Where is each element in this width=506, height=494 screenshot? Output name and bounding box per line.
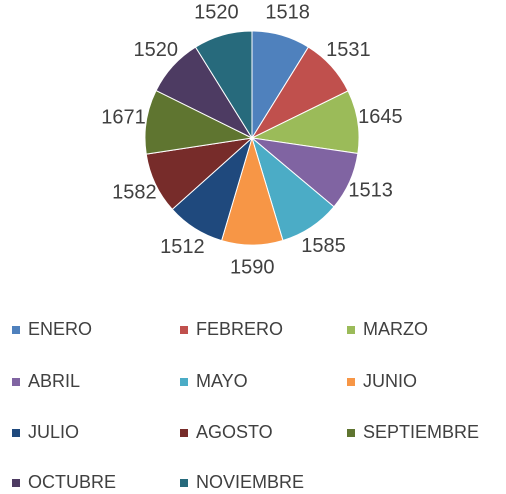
data-label: 1520 [134, 39, 179, 61]
legend-label: ABRIL [28, 371, 80, 391]
legend-label: ENERO [28, 319, 92, 339]
legend-swatch [180, 429, 188, 437]
legend-label: OCTUBRE [28, 472, 116, 492]
data-label: 1590 [230, 256, 275, 278]
legend-label: JUNIO [363, 371, 417, 391]
data-label: 1671 [101, 106, 146, 128]
data-label: 1531 [326, 39, 371, 61]
legend-swatch [12, 429, 20, 437]
legend-label: MAYO [196, 371, 248, 391]
legend-label: AGOSTO [196, 422, 273, 442]
pie-slice [194, 30, 253, 140]
legend-swatch [180, 378, 188, 386]
legend-label: SEPTIEMBRE [363, 422, 479, 442]
legend-swatch [347, 429, 355, 437]
legend-swatch [347, 326, 355, 334]
legend-label: JULIO [28, 422, 79, 442]
legend-label: MARZO [363, 319, 428, 339]
legend-swatch [12, 326, 20, 334]
legend-label: NOVIEMBRE [196, 472, 304, 492]
data-label: 1645 [358, 106, 403, 128]
legend-swatch [12, 378, 20, 386]
data-label: 1518 [265, 1, 310, 23]
data-label: 1513 [348, 180, 393, 202]
legend-label: FEBRERO [196, 319, 283, 339]
data-label: 1512 [160, 236, 205, 258]
legend-swatch [180, 479, 188, 487]
legend-swatch [180, 326, 188, 334]
legend-swatch [12, 479, 20, 487]
legend-swatch [347, 378, 355, 386]
data-label: 1520 [194, 1, 239, 23]
data-label: 1585 [301, 235, 346, 257]
data-label: 1582 [112, 182, 157, 204]
